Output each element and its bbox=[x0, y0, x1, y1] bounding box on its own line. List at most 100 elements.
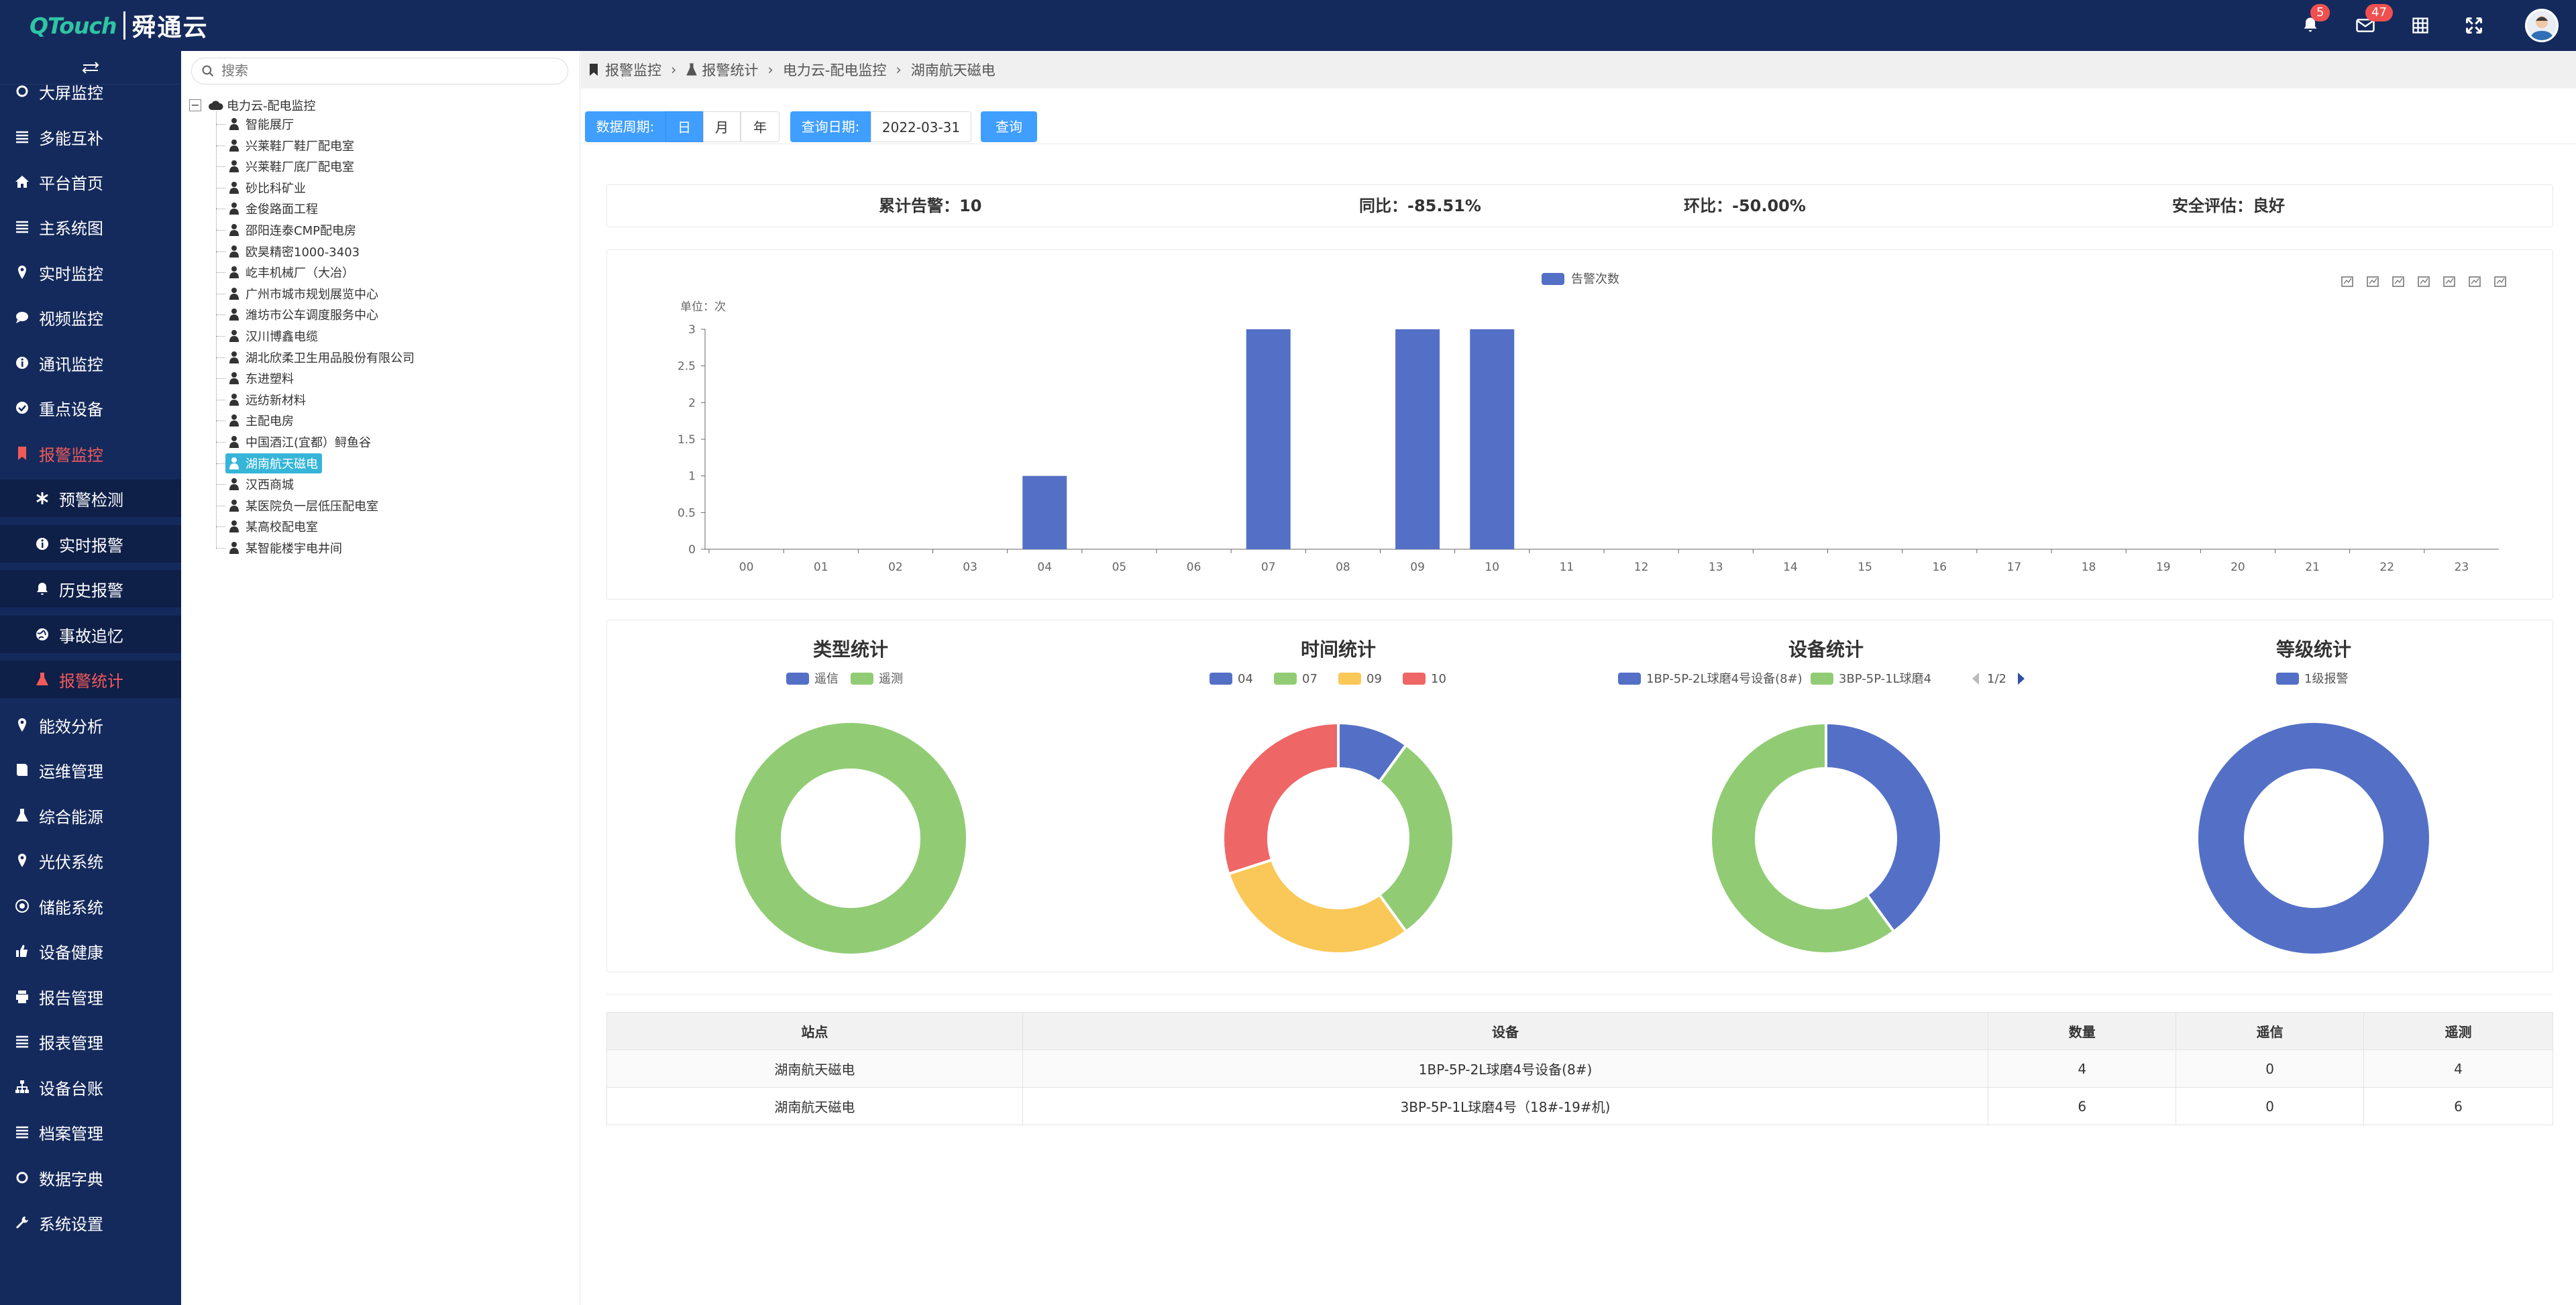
bar[interactable] bbox=[1395, 329, 1440, 549]
sidebar-item[interactable]: 光伏系统 bbox=[0, 842, 181, 879]
tree-node[interactable]: 汉川博鑫电缆 bbox=[228, 326, 318, 346]
sidebar-item[interactable]: 储能系统 bbox=[0, 887, 181, 925]
sidebar-item[interactable]: 预警检测 bbox=[0, 479, 181, 517]
period-year-button[interactable]: 年 bbox=[741, 111, 780, 142]
tree-node[interactable]: 屹丰机械厂（大冶） bbox=[228, 262, 354, 282]
breadcrumb-item[interactable]: 电力云-配电监控 bbox=[782, 62, 887, 78]
grid-button[interactable] bbox=[2407, 12, 2434, 39]
tree-node[interactable]: 广州市城市规划展览中心 bbox=[228, 284, 378, 304]
sidebar-item[interactable]: 设备健康 bbox=[0, 932, 181, 970]
zoom-reset-icon[interactable] bbox=[2367, 276, 2379, 287]
restore-icon[interactable] bbox=[2469, 276, 2481, 287]
query-button[interactable]: 查询 bbox=[981, 111, 1037, 142]
legend-next-icon[interactable] bbox=[2018, 673, 2025, 685]
tree-node[interactable]: 某高校配电室 bbox=[228, 516, 318, 536]
pie-legend-item[interactable]: 04 bbox=[1210, 672, 1253, 686]
tree-node[interactable]: 欧昊精密1000-3403 bbox=[228, 241, 360, 262]
tree-node[interactable]: 主配电房 bbox=[228, 410, 294, 431]
breadcrumb-item[interactable]: 报警统计 bbox=[702, 62, 759, 78]
period-day-button[interactable]: 日 bbox=[665, 111, 703, 142]
sidebar-item[interactable]: 系统设置 bbox=[0, 1204, 181, 1241]
sidebar-item[interactable]: 历史报警 bbox=[0, 570, 181, 608]
sidebar-item[interactable]: 多能互补 bbox=[0, 118, 181, 156]
bell-badge: 5 bbox=[2310, 4, 2330, 21]
tree-node[interactable]: 某医院负一层低压配电室 bbox=[228, 496, 378, 516]
table-row[interactable]: 湖南航天磁电 3BP-5P-1L球磨4号（18#-19#机) 6 0 6 bbox=[606, 1087, 2553, 1125]
pie-slice[interactable] bbox=[1222, 722, 1340, 876]
tree-node[interactable]: 东进塑料 bbox=[228, 368, 294, 388]
legend-prev-icon[interactable] bbox=[1972, 673, 1979, 685]
pie-legend-item[interactable]: 07 bbox=[1274, 672, 1318, 686]
sidebar-item[interactable]: 通讯监控 bbox=[0, 344, 181, 382]
fullscreen-button[interactable] bbox=[2461, 12, 2487, 39]
sidebar-item[interactable]: 报警统计 bbox=[0, 661, 181, 698]
sidebar-item[interactable]: 档案管理 bbox=[0, 1113, 181, 1151]
pie-legend-item[interactable]: 遥测 bbox=[851, 672, 903, 686]
bar[interactable] bbox=[1022, 475, 1067, 549]
download-icon[interactable] bbox=[2494, 276, 2506, 287]
pie-slice[interactable] bbox=[1227, 858, 1408, 955]
pie-legend-item[interactable]: 09 bbox=[1338, 672, 1382, 686]
tree-search[interactable] bbox=[191, 58, 568, 84]
tree-node[interactable]: 兴莱鞋厂鞋厂配电室 bbox=[228, 135, 354, 156]
sidebar-collapse-button[interactable] bbox=[0, 51, 181, 84]
pie-slice[interactable] bbox=[1709, 722, 1896, 955]
line-chart-icon[interactable] bbox=[2418, 276, 2430, 287]
table-cell: 湖南航天磁电 bbox=[606, 1049, 1023, 1088]
pie-legend-item[interactable]: 遥信 bbox=[786, 672, 839, 686]
period-month-button[interactable]: 月 bbox=[703, 111, 741, 142]
tree-node[interactable]: 兴莱鞋厂底厂配电室 bbox=[228, 156, 354, 176]
sidebar-item[interactable]: 主系统图 bbox=[0, 208, 181, 245]
table-row[interactable]: 湖南航天磁电 1BP-5P-2L球磨4号设备(8#) 4 0 4 bbox=[606, 1049, 2553, 1088]
notification-bell-button[interactable]: 5 bbox=[2297, 4, 2330, 39]
sidebar-item[interactable]: 运维管理 bbox=[0, 751, 181, 789]
avatar[interactable] bbox=[2525, 9, 2559, 42]
legend-item[interactable]: 告警次数 bbox=[1542, 272, 1619, 286]
table-cell: 3BP-5P-1L球磨4号（18#-19#机) bbox=[1022, 1087, 1989, 1125]
sidebar-item[interactable]: 重点设备 bbox=[0, 389, 181, 427]
bar[interactable] bbox=[1246, 329, 1291, 549]
tree-node[interactable]: 远纺新材料 bbox=[228, 390, 306, 410]
sidebar-item[interactable]: 报告管理 bbox=[0, 978, 181, 1015]
search-input[interactable] bbox=[221, 63, 543, 79]
date-input[interactable]: 2022-03-31 bbox=[871, 111, 971, 142]
bar-chart-icon[interactable] bbox=[2443, 276, 2455, 287]
tree-node[interactable]: 邵阳连泰CMP配电房 bbox=[228, 220, 356, 240]
data-view-icon[interactable] bbox=[2392, 276, 2404, 287]
sidebar-item[interactable]: 事故追忆 bbox=[0, 616, 181, 653]
sidebar-item[interactable]: 报表管理 bbox=[0, 1023, 181, 1060]
tree-node[interactable]: 砂比科矿业 bbox=[228, 178, 306, 198]
pie-legend-item[interactable]: 1BP-5P-2L球磨4号设备(8#) bbox=[1618, 672, 1803, 686]
pie-slice[interactable] bbox=[2198, 723, 2429, 954]
tree-node[interactable]: 金俊路面工程 bbox=[228, 198, 318, 219]
tree-root[interactable]: − 电力云-配电监控 bbox=[189, 97, 316, 114]
pie-legend-item[interactable]: 1级报警 bbox=[2276, 672, 2348, 686]
sidebar-item[interactable]: 数据字典 bbox=[0, 1159, 181, 1196]
pie-legend-item[interactable]: 3BP-5P-1L球磨4 bbox=[1811, 672, 1931, 686]
sidebar-item[interactable]: 实时监控 bbox=[0, 253, 181, 291]
sidebar-item[interactable]: 实时报警 bbox=[0, 525, 181, 563]
bar[interactable] bbox=[1470, 329, 1515, 549]
pie-slice[interactable] bbox=[1378, 743, 1456, 933]
sidebar-item[interactable]: 能效分析 bbox=[0, 706, 181, 744]
pie-slice[interactable] bbox=[1825, 722, 1943, 933]
sidebar-item[interactable]: 视频监控 bbox=[0, 298, 181, 336]
sidebar-item[interactable]: 设备台账 bbox=[0, 1068, 181, 1106]
sidebar-item[interactable]: 平台首页 bbox=[0, 163, 181, 201]
tree-node[interactable]: 汉西商城 bbox=[228, 474, 294, 494]
tree-node[interactable]: 潍坊市公车调度服务中心 bbox=[228, 304, 378, 325]
sidebar-item[interactable]: 大屏监控 bbox=[0, 72, 181, 110]
tree-node[interactable]: 某智能楼宇电井间 bbox=[228, 538, 342, 558]
tree-node[interactable]: 智能展厅 bbox=[228, 114, 294, 134]
sidebar-item[interactable]: 综合能源 bbox=[0, 797, 181, 834]
pie-slice[interactable] bbox=[735, 723, 966, 954]
mail-button[interactable]: 47 bbox=[2352, 4, 2393, 39]
zoom-icon[interactable] bbox=[2341, 276, 2353, 287]
tree-node[interactable]: 中国酒江(宜都）鲟鱼谷 bbox=[228, 432, 371, 452]
tree-node[interactable]: 湖南航天磁电 bbox=[225, 453, 322, 473]
tree-node[interactable]: 湖北欣柔卫生用品股份有限公司 bbox=[228, 347, 415, 367]
pie-legend-item[interactable]: 10 bbox=[1403, 672, 1446, 686]
sidebar-item[interactable]: 报警监控 bbox=[0, 435, 181, 472]
breadcrumb-item[interactable]: 报警监控 bbox=[605, 62, 661, 78]
tree-expand-toggle[interactable]: − bbox=[189, 99, 201, 111]
